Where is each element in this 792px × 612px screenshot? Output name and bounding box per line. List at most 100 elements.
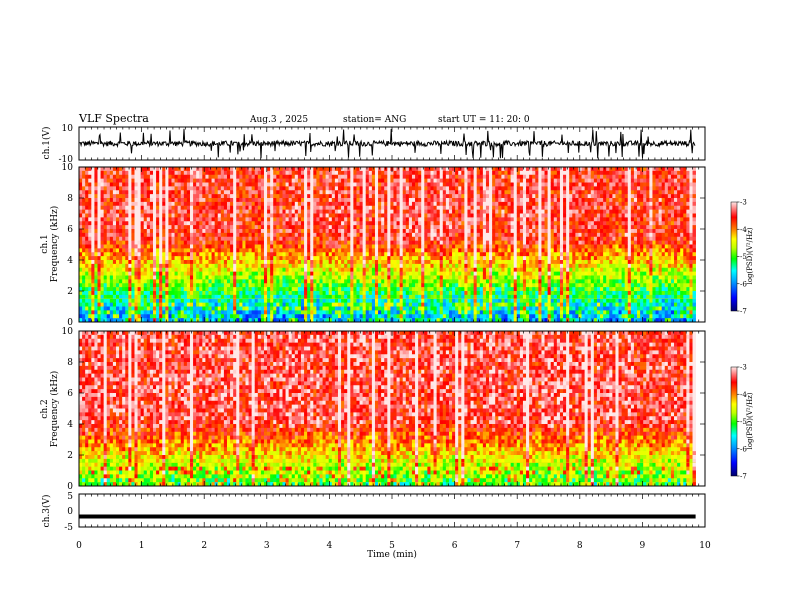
spectrogram-cell (347, 291, 351, 296)
spectrogram-cell (436, 225, 441, 230)
spectrogram-cell (236, 186, 240, 191)
spectrogram-cell (177, 256, 182, 261)
spectrogram-cell (439, 190, 444, 195)
spectrogram-cell (183, 244, 188, 249)
spectrogram-cell (109, 271, 114, 276)
spectrogram-cell (362, 167, 367, 172)
spectrogram-cell (88, 298, 92, 303)
spectrogram-cell (88, 186, 92, 191)
spectrogram-cell (125, 314, 129, 319)
spectrogram-cell (223, 170, 228, 176)
spectrogram-cell (424, 294, 428, 300)
spectrogram-cell (94, 178, 98, 183)
spectrogram-cell (427, 275, 431, 280)
spectrogram-cell (156, 271, 160, 276)
spectrogram-cell (411, 201, 416, 207)
spectrogram-cell (106, 256, 111, 261)
spectrogram-cell (109, 217, 114, 222)
spectrogram-cell (180, 190, 185, 195)
spectrogram-cell (88, 248, 92, 253)
spectrogram-cell (103, 205, 108, 210)
spectrogram-cell (143, 248, 148, 253)
spectrogram-cell (140, 252, 145, 257)
spectrogram-cell (239, 229, 243, 234)
spectrogram-cell (174, 194, 178, 199)
spectrogram-cell (402, 170, 407, 176)
spectrogram-cell (177, 314, 182, 319)
spectrogram-cell (448, 229, 453, 234)
spectrogram-cell (134, 263, 138, 269)
spectrogram-cell (285, 263, 289, 269)
spectrogram-cell (122, 209, 126, 214)
spectrogram-cell (331, 263, 336, 269)
spectrogram-cell (300, 236, 305, 241)
spectrogram-cell (387, 190, 391, 195)
spectrogram-cell (162, 271, 166, 276)
spectrogram-cell (322, 205, 326, 210)
spectrogram-cell (396, 190, 400, 195)
spectrogram-cell (381, 267, 385, 272)
spectrogram-cell (381, 283, 385, 288)
spectrogram-cell (411, 256, 416, 261)
spectrogram-cell (359, 190, 363, 195)
spectrogram-cell (156, 244, 160, 249)
spectrogram-cell (341, 302, 345, 307)
spectrogram-cell (146, 229, 151, 234)
spectrogram-cell (325, 178, 330, 183)
spectrogram-cell (152, 178, 157, 183)
spectrogram-cell (137, 209, 142, 214)
spectrogram-cell (233, 314, 237, 319)
spectrogram-cell (140, 263, 145, 269)
spectrogram-cell (239, 225, 243, 230)
spectrogram-cell (328, 279, 333, 284)
spectrogram-cell (408, 310, 413, 315)
spectrogram-cell (128, 263, 132, 269)
spectrogram-cell (196, 279, 200, 284)
spectrogram-cell (131, 318, 135, 323)
spectrogram-cell (131, 283, 135, 288)
spectrogram-cell (186, 310, 191, 315)
spectrogram-cell (390, 174, 394, 179)
spectrogram-cell (196, 271, 200, 276)
spectrogram-cell (109, 306, 114, 311)
spectrogram-cell (94, 198, 98, 203)
spectrogram-cell (263, 174, 268, 179)
spectrogram-cell (267, 256, 271, 261)
spectrogram-cell (415, 287, 419, 292)
spectrogram-cell (396, 194, 400, 199)
spectrogram-cell (393, 310, 397, 315)
spectrogram-cell (134, 209, 138, 214)
spectrogram-cell (100, 267, 105, 272)
spectrogram-cell (458, 240, 462, 245)
spectrogram-cell (378, 275, 382, 280)
spectrogram-cell (411, 190, 416, 195)
spectrogram-cell (421, 318, 425, 323)
spectrogram-cell (399, 256, 404, 261)
spectrogram-cell (112, 213, 117, 218)
spectrogram-cell (368, 283, 373, 288)
spectrogram-cell (143, 190, 148, 195)
spectrogram-cell (85, 174, 89, 179)
spectrogram-cell (297, 244, 302, 249)
spectrogram-cell (208, 244, 212, 249)
spectrogram-cell (322, 279, 326, 284)
spectrogram-cell (174, 287, 178, 292)
spectrogram-cell (390, 256, 394, 261)
spectrogram-cell (205, 263, 209, 269)
spectrogram-cell (300, 302, 305, 307)
spectrogram-cell (300, 294, 305, 300)
spectrogram-cell (220, 221, 225, 226)
spectrogram-cell (381, 201, 385, 207)
spectrogram-cell (189, 201, 194, 207)
spectrogram-cell (322, 306, 326, 311)
spectrogram-cell (344, 194, 348, 199)
spectrogram-cell (402, 310, 407, 315)
spectrogram-cell (445, 244, 450, 249)
spectrogram-cell (433, 252, 437, 257)
spectrogram-cell (325, 240, 330, 245)
spectrogram-cell (325, 267, 330, 272)
spectrogram-cell (408, 256, 413, 261)
spectrogram-cell (217, 306, 222, 311)
spectrogram-cell (85, 194, 89, 199)
spectrogram-cell (156, 182, 160, 187)
